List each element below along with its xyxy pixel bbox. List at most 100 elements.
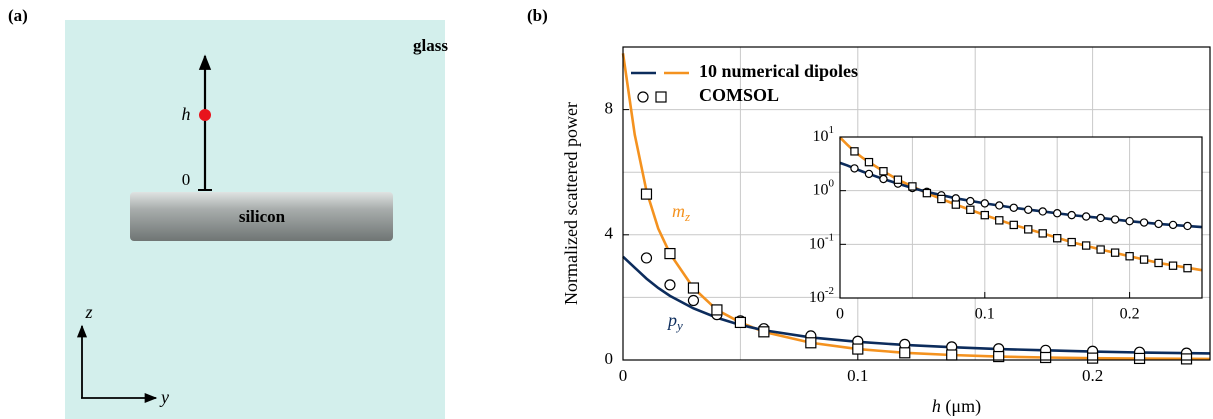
point-square: [946, 349, 958, 361]
point-square: [1180, 353, 1193, 365]
point-square: [805, 337, 817, 349]
legend-square: [655, 91, 667, 103]
point-square: [664, 247, 676, 260]
z-axis-label: z: [84, 302, 92, 322]
point-circle: [1139, 218, 1149, 227]
x-axis-var: h: [932, 396, 941, 416]
point-square: [1154, 258, 1163, 268]
y-tick-label: 8: [605, 99, 614, 118]
medium-label: glass: [413, 36, 448, 55]
x-tick-label: 0.2: [1120, 306, 1140, 323]
panel-label: (b): [527, 6, 548, 25]
legend-label: COMSOL: [699, 85, 779, 105]
point-circle: [687, 294, 700, 307]
point-square: [966, 205, 975, 215]
series-line: [621, 53, 1211, 361]
x-tick-label: 0: [836, 306, 844, 323]
waveguide-label: silicon: [239, 207, 286, 226]
y-tick-label: 4: [605, 224, 614, 243]
series-subscript: z: [684, 209, 690, 224]
axes-frame: [839, 136, 1203, 299]
point-circle: [1009, 203, 1018, 212]
point-square: [951, 200, 961, 209]
point-circle: [966, 196, 975, 206]
panel-label: (a): [8, 6, 28, 25]
point-circle: [980, 199, 990, 208]
point-square: [850, 147, 859, 156]
point-square: [1086, 352, 1099, 364]
origin-label: 0: [182, 170, 191, 189]
point-square: [899, 347, 911, 359]
tick-base: 10: [809, 235, 825, 252]
point-square: [1040, 351, 1052, 364]
point-square: [893, 175, 903, 184]
point-circle: [640, 252, 653, 264]
point-square: [980, 210, 990, 220]
point-square: [937, 194, 946, 204]
point-square: [1110, 248, 1120, 257]
axes-frame: [622, 46, 1211, 361]
point-circle: [1183, 221, 1192, 231]
point-circle: [1096, 213, 1105, 223]
point-square: [1125, 252, 1134, 261]
legend-circle: [637, 91, 649, 103]
tick-exponent: -2: [825, 285, 834, 297]
point-square: [1009, 220, 1018, 230]
point-square: [1139, 255, 1149, 264]
series-label: py: [666, 310, 683, 333]
silicon-waveguide: [130, 192, 393, 241]
point-circle: [1110, 215, 1120, 224]
y-axis-title: Normalized scattered power: [561, 102, 581, 305]
x-tick-label: 0.1: [847, 366, 868, 385]
point-square: [1183, 263, 1192, 273]
series-name: p: [666, 310, 677, 330]
point-circle: [1067, 210, 1076, 220]
series-line: [622, 255, 1211, 355]
point-circle: [1024, 205, 1033, 215]
point-square: [1168, 261, 1178, 270]
point-circle: [1154, 219, 1163, 229]
series-name: m: [672, 201, 685, 221]
y-axis-label: y: [159, 387, 169, 407]
point-square: [993, 350, 1005, 363]
point-square: [864, 157, 874, 167]
tick-base: 10: [813, 181, 829, 198]
x-tick-label: 0.2: [1082, 366, 1103, 385]
tick-exponent: 1: [829, 124, 835, 136]
tick-base: 10: [813, 128, 829, 145]
plot-area: [840, 137, 1202, 298]
panel-a: (a) glass silicon h 0 z y: [8, 6, 448, 419]
point-square: [908, 182, 917, 191]
point-square: [734, 316, 747, 329]
point-square: [1024, 225, 1033, 234]
x-axis-unit: (μm): [945, 396, 981, 417]
series-label: mz: [672, 201, 690, 224]
point-circle: [1125, 216, 1134, 226]
point-square: [687, 282, 700, 294]
point-square: [1052, 234, 1062, 243]
point-square: [640, 188, 653, 200]
y-tick-label: 0: [605, 349, 614, 368]
point-square: [922, 188, 932, 198]
y-tick-label: 101: [813, 124, 835, 145]
point-circle: [1081, 212, 1091, 221]
point-square: [1081, 241, 1091, 250]
point-circle: [664, 279, 676, 291]
point-square: [711, 304, 723, 316]
point-square: [1133, 352, 1146, 365]
point-square: [1067, 237, 1076, 247]
y-tick-label: 100: [813, 177, 835, 198]
x-axis-title: h (μm): [932, 396, 981, 417]
tick-exponent: 0: [829, 177, 835, 189]
point-circle: [864, 169, 874, 179]
point-square: [879, 167, 888, 176]
point-square: [995, 216, 1004, 225]
tick-base: 10: [809, 289, 825, 306]
dipole: [199, 109, 211, 121]
series-subscript: y: [675, 318, 683, 333]
height-label: h: [182, 104, 191, 124]
x-tick-label: 0.1: [975, 306, 995, 323]
y-tick-label: 10-1: [809, 231, 834, 252]
